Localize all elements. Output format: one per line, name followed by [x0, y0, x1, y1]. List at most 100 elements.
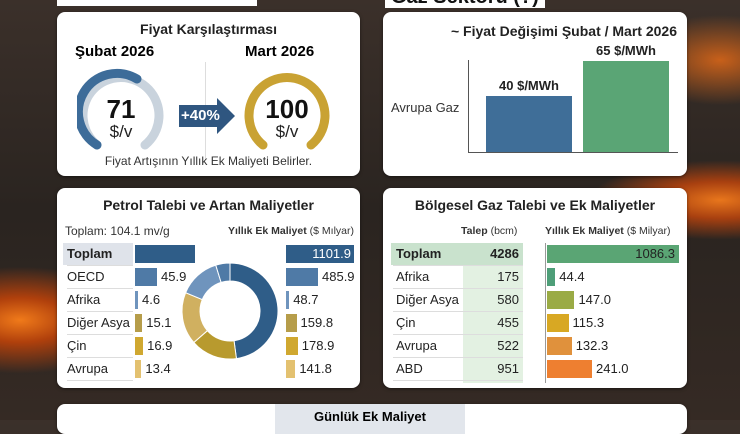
mar-label: Mart 2026: [245, 43, 315, 60]
cost-bar: [286, 245, 354, 263]
demand-bar: [135, 337, 144, 355]
demand-value: 175: [497, 269, 519, 284]
mar-unit: $/v: [275, 122, 299, 141]
region-label: Afrika: [396, 269, 430, 284]
cost-bar: [286, 360, 296, 378]
demand-unit: (bcm): [490, 225, 518, 237]
card-title: Petrol Talebi ve Artan Maliyetler: [103, 197, 314, 213]
card-title: ~ Fiyat Değişimi Şubat / Mart 2026: [450, 23, 677, 39]
change-percent: +40%: [181, 107, 220, 124]
region-label: Avrupa: [67, 361, 108, 376]
region-label: Diğer Asya: [67, 315, 130, 330]
feb-label: Şubat 2026: [75, 43, 155, 60]
row-divider: [393, 311, 523, 312]
cost-bar: [547, 337, 572, 355]
row-divider: [67, 380, 133, 381]
region-label: Toplam: [67, 246, 113, 261]
cost-bar: [547, 268, 556, 286]
region-label: Toplam: [396, 246, 442, 261]
row-divider: [67, 288, 133, 289]
arrow-right-icon: [179, 98, 235, 134]
demand-value: 522: [497, 338, 519, 353]
cost-value: 147.0: [578, 292, 611, 307]
price-note: Fiyat Artışının Yıllık Ek Maliyeti Belir…: [104, 154, 313, 168]
demand-header: Talep: [461, 225, 488, 237]
donut-slice-OECD: [229, 262, 279, 360]
demand-value: 580: [497, 292, 519, 307]
cost-bar: [286, 291, 290, 309]
demand-value: 4.6: [142, 292, 161, 307]
mar-value: 100: [265, 94, 309, 124]
card-title: Günlük Ek Maliyet: [275, 404, 465, 434]
y-axis: [468, 60, 469, 152]
cost-value: 1101.9: [312, 246, 351, 261]
demand-column-bg: [463, 243, 523, 383]
region-label: Diğer Asya: [396, 292, 459, 307]
oil-donut-chart: [181, 262, 279, 360]
section-title: Gaz Sektörü (?): [391, 0, 539, 8]
feb-value: 71: [106, 94, 136, 124]
x-axis: [468, 152, 678, 153]
right-title-banner: Gaz Sektörü (?): [385, 0, 545, 8]
mar-gauge: [244, 73, 330, 150]
total-row-bg: [63, 243, 133, 265]
cost-bar: [547, 314, 569, 332]
feb-gauge: [77, 68, 164, 150]
donut-slice-Afrika: [215, 262, 231, 283]
cost-bar: [547, 291, 575, 309]
row-divider: [67, 311, 133, 312]
cost-bar: [286, 268, 318, 286]
demand-value: 16.9: [147, 338, 173, 353]
cost-unit: ($ Mılyar): [309, 225, 354, 237]
row-divider: [67, 334, 133, 335]
row-divider: [393, 380, 523, 381]
demand-bar: [135, 291, 138, 309]
demand-bar: [135, 268, 157, 286]
region-label: Avrupa: [396, 338, 437, 353]
demand-value: 455: [497, 315, 519, 330]
cost-unit: ($ Milyar): [626, 225, 671, 237]
daily-cost-card: Günlük Ek Maliyet: [57, 404, 687, 434]
demand-value: 951: [497, 361, 519, 376]
demand-bar: [135, 360, 142, 378]
cost-axis: [545, 243, 546, 383]
card-title: Bölgesel Gaz Talebi ve Ek Maliyetler: [414, 197, 656, 213]
row-divider: [393, 288, 523, 289]
cost-value: 159.8: [300, 315, 334, 330]
region-label: OECD: [67, 269, 105, 284]
cost-value: 241.0: [596, 361, 629, 376]
row-divider: [393, 265, 523, 266]
cost-value: 44.4: [559, 269, 585, 284]
card-title: Fiyat Karşılaştırması: [140, 21, 277, 37]
feb-unit: $/v: [109, 122, 133, 141]
demand-bar: [135, 245, 195, 263]
gas-price-change-card: ~ Fiyat Değişimi Şubat / Mart 2026 Avrup…: [383, 12, 687, 176]
oil-demand-card: Petrol Talebi ve Artan Maliyetler Toplam…: [57, 188, 360, 388]
cost-value: 178.9: [301, 338, 335, 353]
cost-bar: [547, 360, 592, 378]
y-axis-label: Avrupa Gaz: [391, 100, 460, 115]
price-bar: [486, 96, 572, 152]
donut-slice-Avrupa: [184, 264, 222, 301]
left-title-banner: [57, 0, 257, 6]
cost-bar: [286, 314, 297, 332]
cost-bar: [547, 245, 679, 263]
region-label: Çin: [67, 338, 87, 353]
demand-value: 4286: [490, 246, 519, 261]
row-divider: [393, 334, 523, 335]
cost-value: 132.3: [575, 338, 609, 353]
region-label: ABD: [396, 361, 423, 376]
price-bar-label: 40 $/MWh: [499, 78, 559, 93]
cost-value: 48.7: [293, 292, 319, 307]
price-bar-label: 65 $/MWh: [596, 43, 656, 58]
row-divider: [67, 357, 133, 358]
cost-value: 115.3: [572, 315, 605, 330]
demand-value: 45.9: [161, 269, 187, 284]
region-label: Afrika: [67, 292, 101, 307]
region-label: Çin: [396, 315, 416, 330]
gas-demand-card: Bölgesel Gaz Talebi ve Ek Maliyetler Tal…: [383, 188, 687, 388]
total-row-bg: [391, 243, 523, 265]
price-comparison-card: Fiyat Karşılaştırması Şubat 2026 Mart 20…: [57, 12, 360, 176]
cost-value: 1086.3: [635, 246, 675, 261]
cost-bar: [286, 337, 298, 355]
